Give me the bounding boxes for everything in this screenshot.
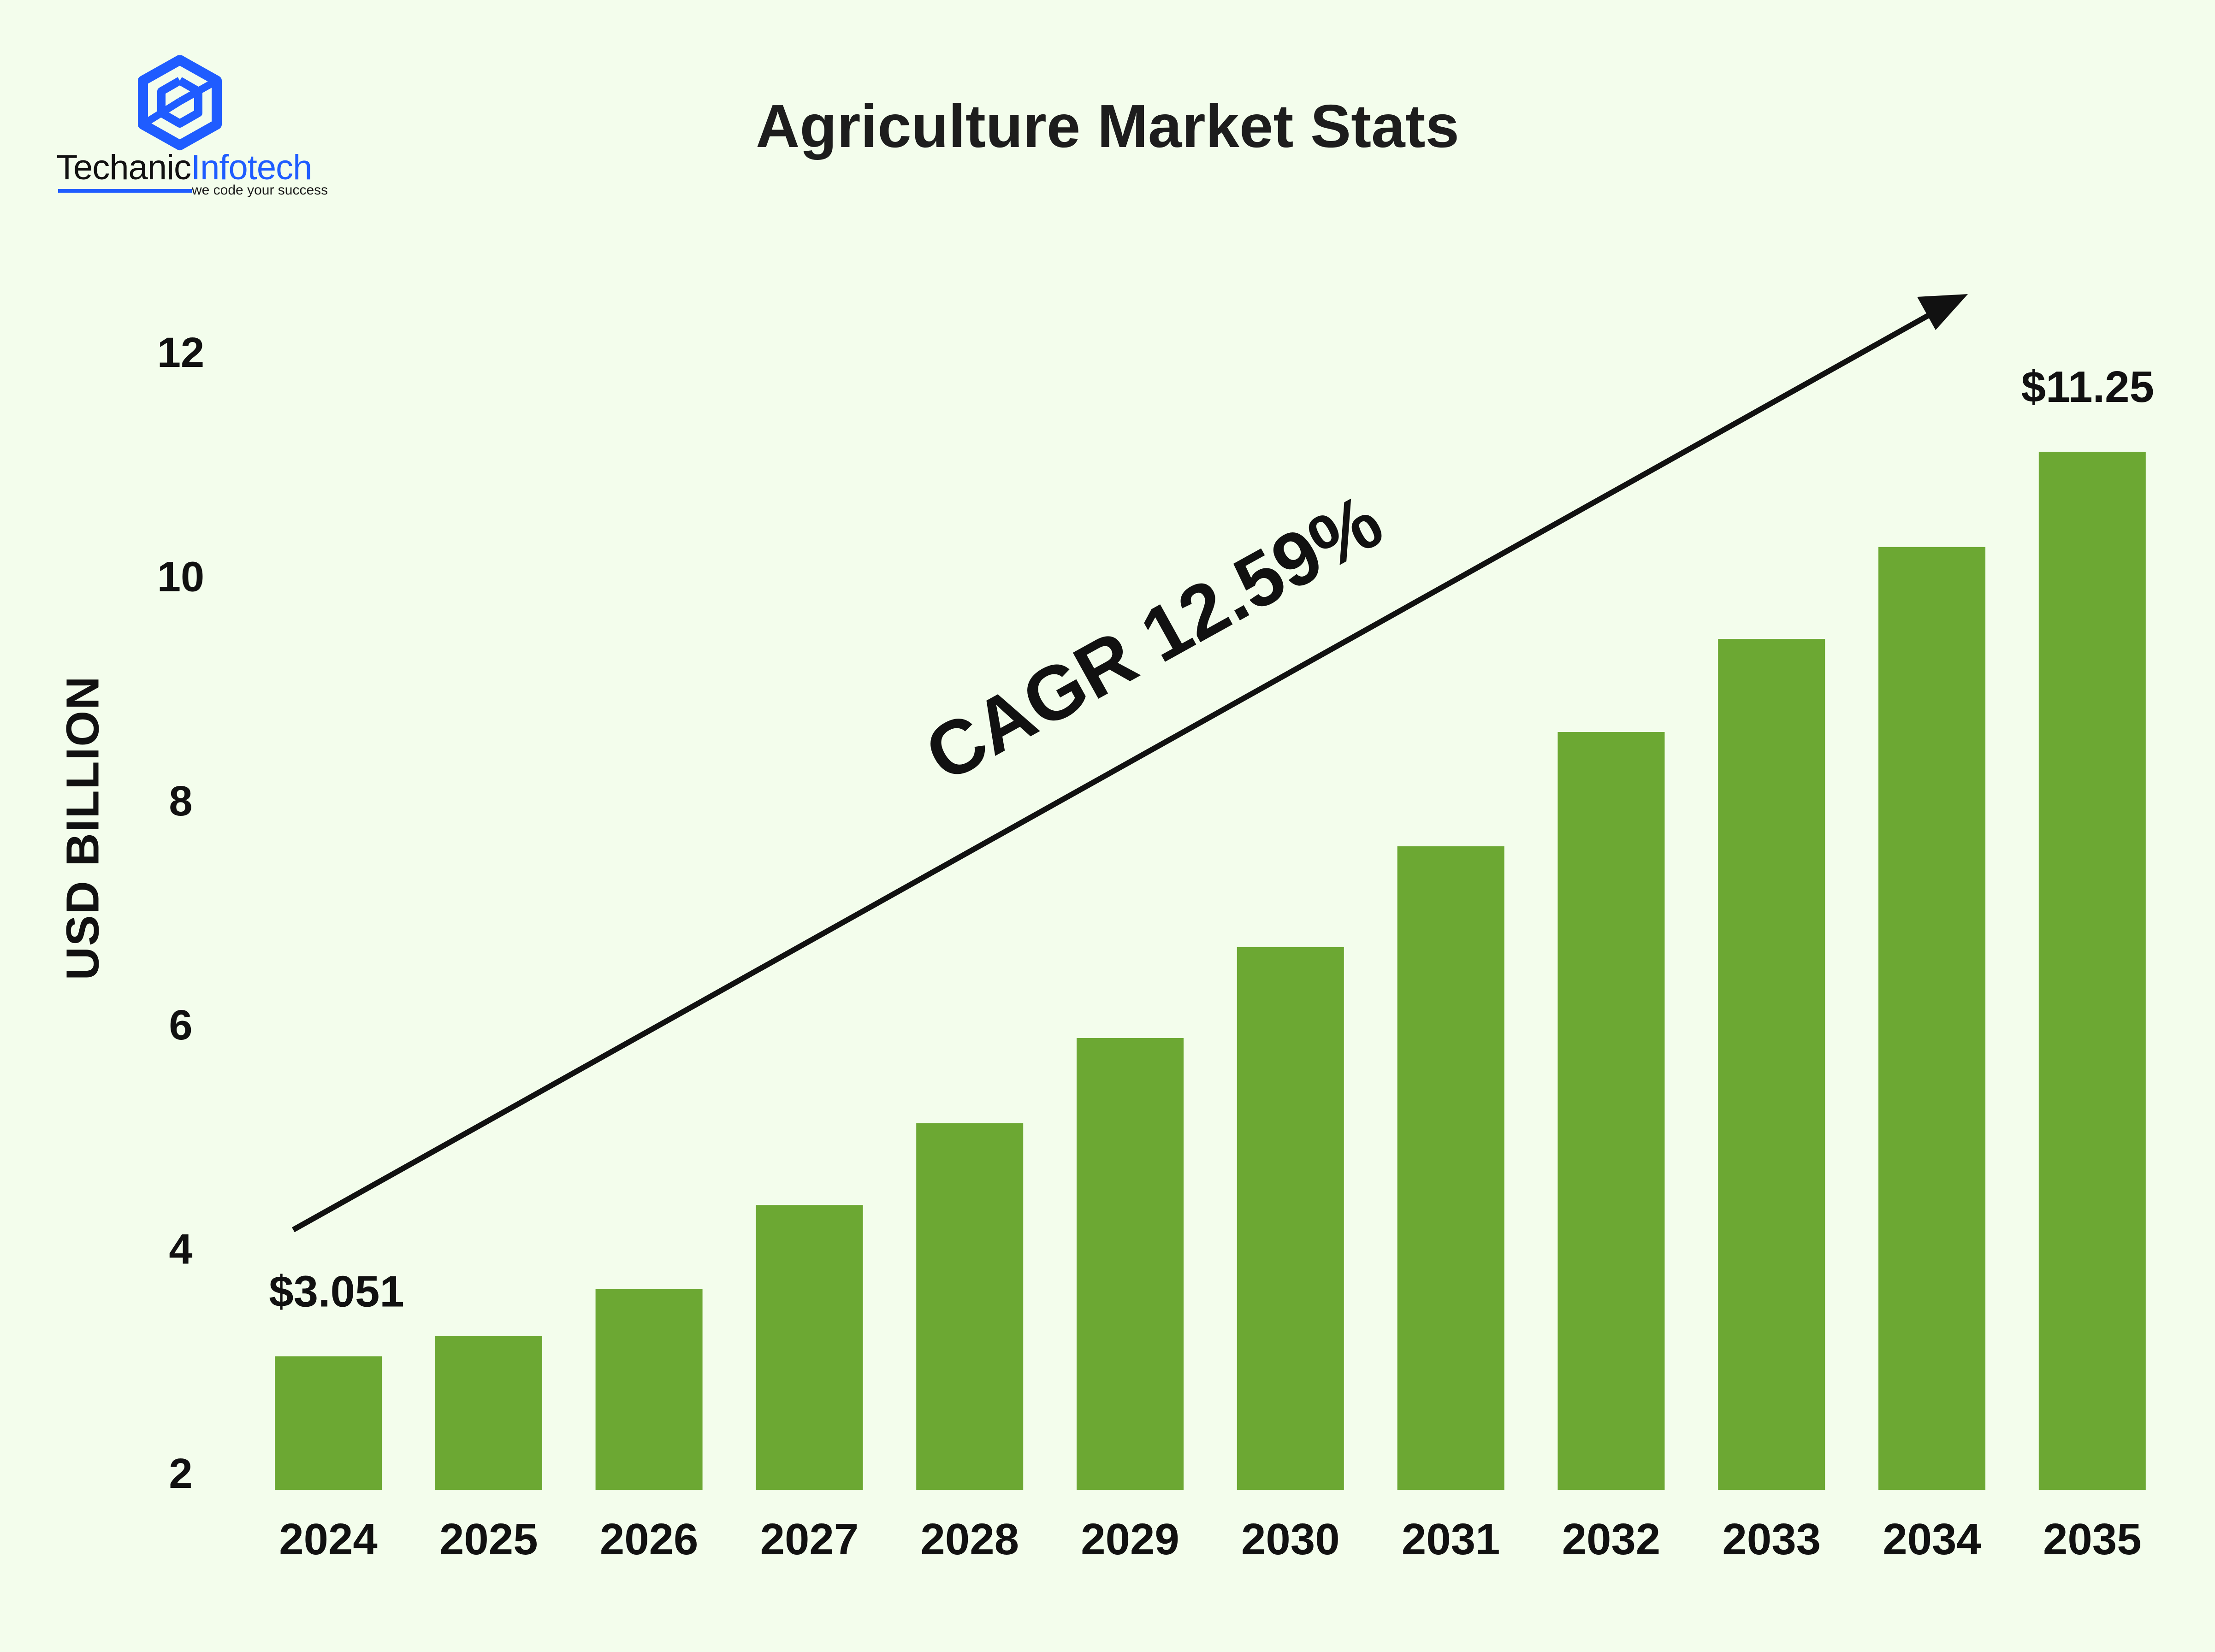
data-label: $3.051: [269, 1267, 404, 1316]
y-axis-ticks: 2 4 6 8 10 12: [157, 329, 204, 1497]
x-tick-label: 2029: [1081, 1515, 1179, 1564]
bar-2033: [1718, 639, 1825, 1490]
bar-2027: [756, 1205, 863, 1490]
x-axis-ticks: 2024 2025 2026 2027 2028 2029 2030 2031 2032 2033…: [279, 1515, 2141, 1564]
bar-2035: [2038, 452, 2146, 1490]
y-tick-label: 8: [169, 778, 192, 825]
x-tick-label: 2026: [600, 1515, 699, 1564]
bar-2034: [1878, 547, 1985, 1490]
company-logo: TechanicInfotech we code your success: [51, 55, 328, 207]
bar-2029: [1077, 1038, 1184, 1490]
x-tick-label: 2033: [1722, 1515, 1821, 1564]
y-tick-label: 10: [157, 553, 204, 600]
bar-2031: [1397, 846, 1504, 1490]
bar-2024: [275, 1356, 382, 1490]
x-tick-label: 2035: [2043, 1515, 2142, 1564]
y-tick-label: 4: [169, 1226, 192, 1273]
y-tick-label: 2: [169, 1450, 192, 1497]
x-tick-label: 2030: [1241, 1515, 1340, 1564]
logo-tagline: we code your success: [192, 183, 328, 198]
y-tick-label: 6: [169, 1002, 192, 1049]
x-tick-label: 2027: [760, 1515, 859, 1564]
bar-2025: [435, 1336, 542, 1490]
bar-2030: [1237, 947, 1344, 1490]
bars: [275, 452, 2146, 1490]
logo-wordmark: TechanicInfotech: [56, 148, 312, 188]
y-tick-label: 12: [157, 329, 204, 376]
data-labels: $3.051 $11.25: [269, 362, 2154, 1316]
cube-logo-icon: [138, 55, 222, 150]
x-tick-label: 2024: [279, 1515, 378, 1564]
trend-arrow-line: [292, 311, 1933, 1233]
bar-2032: [1558, 732, 1665, 1490]
x-tick-label: 2034: [1883, 1515, 1981, 1564]
logo-word-part-a: Techanic: [56, 148, 191, 187]
x-tick-label: 2028: [920, 1515, 1019, 1564]
chart-title: Agriculture Market Stats: [756, 92, 1459, 160]
x-tick-label: 2025: [439, 1515, 538, 1564]
logo-underline: [58, 189, 192, 193]
x-tick-label: 2031: [1402, 1515, 1500, 1564]
x-tick-label: 2032: [1562, 1515, 1661, 1564]
arrow-head-icon: [1917, 294, 1968, 330]
logo-word-part-b: Infotech: [190, 148, 312, 187]
bar-2028: [916, 1123, 1024, 1490]
bar-2026: [595, 1289, 703, 1490]
data-label: $11.25: [2021, 362, 2154, 412]
